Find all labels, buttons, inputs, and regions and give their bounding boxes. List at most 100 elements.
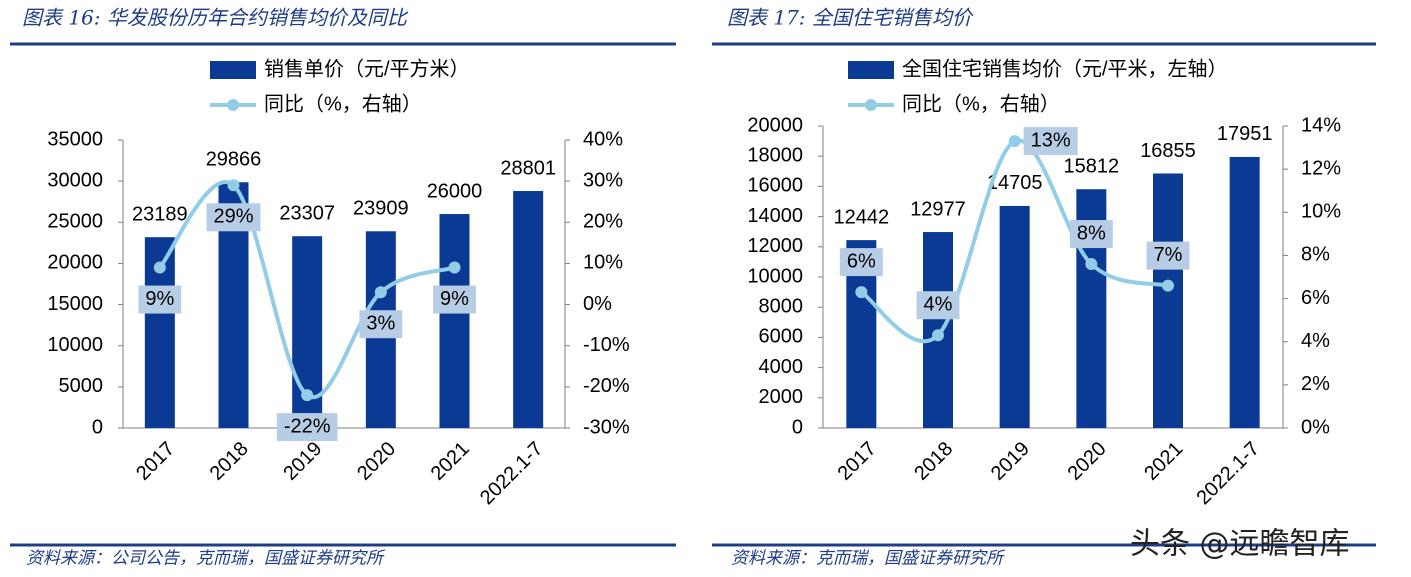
bar-value-label: 23909 [353, 198, 409, 220]
line-value-label-text: 3% [366, 313, 395, 335]
line-value-label: 8% [1069, 220, 1113, 249]
line-point [301, 389, 314, 402]
y-tick-label: 10000 [747, 265, 803, 287]
line-value-label-text: 7% [1154, 244, 1183, 266]
line-value-label: -22% [276, 413, 338, 442]
bar-value-label: 29866 [206, 149, 262, 171]
y2-tick-label: 4% [1301, 330, 1330, 352]
line-value-label-box [359, 310, 403, 339]
line-value-label-box [1069, 220, 1113, 249]
line-point [1008, 135, 1021, 148]
x-tick-label: 2018 [206, 438, 253, 485]
y-tick-label: 2000 [759, 386, 804, 408]
y2-tick-label: 30% [583, 169, 623, 191]
line-value-label: 7% [1146, 241, 1190, 270]
y-tick-label: 4000 [759, 356, 804, 378]
line-value-label-box [206, 203, 261, 232]
source: 资料来源：克而瑞，国盛证券研究所 [731, 549, 1006, 569]
y-tick-label: 18000 [747, 144, 803, 166]
y2-tick-label: -10% [583, 334, 630, 356]
bar-value-label: 14705 [987, 172, 1043, 194]
bar-value-label: 23189 [132, 203, 188, 225]
line-value-label: 3% [359, 310, 403, 339]
line-point [855, 286, 868, 299]
y2-tick-label: 14% [1301, 114, 1341, 136]
line-point [932, 329, 944, 342]
y-tick-label: 30000 [47, 169, 103, 191]
x-tick-label: 2017 [132, 438, 179, 485]
x-tick-label: 2022.1-7 [1193, 438, 1264, 509]
line-value-label-text: 6% [847, 250, 876, 272]
bar-value-label: 15812 [1064, 156, 1120, 178]
x-tick-label: 2019 [279, 438, 326, 485]
y2-tick-label: 12% [1301, 157, 1341, 179]
y-tick-label: 12000 [747, 235, 803, 257]
line-value-label: 6% [839, 248, 883, 277]
line-value-label: 13% [1023, 127, 1078, 156]
bar [1153, 173, 1183, 428]
y-tick-label: 15000 [47, 293, 103, 315]
x-tick-label: 2022.1-7 [476, 438, 547, 509]
x-tick-label: 2021 [427, 438, 474, 485]
bar-value-label: 12977 [910, 198, 966, 220]
line-point [1085, 258, 1098, 271]
legend-swatch [848, 61, 894, 79]
line-point [1162, 279, 1174, 292]
x-tick-label: 2021 [1140, 438, 1187, 485]
line-value-label-text: 9% [145, 288, 174, 310]
y-tick-label: 20000 [47, 252, 103, 274]
legend-label: 全国住宅销售均价（元/平米，左轴） [902, 57, 1228, 80]
x-tick-label: 2020 [353, 438, 400, 485]
line-value-label: 9% [138, 285, 182, 314]
line [158, 180, 456, 400]
line-point [374, 286, 387, 299]
bar-value-label: 16855 [1140, 140, 1196, 162]
x-tick-label: 2017 [834, 438, 881, 485]
legend-marker [865, 99, 877, 111]
bar [1229, 156, 1260, 429]
y-tick-label: 5000 [59, 375, 104, 397]
line-value-label-box [916, 291, 960, 320]
bar [999, 205, 1030, 428]
y-tick-label: 25000 [47, 211, 103, 233]
x-tick-label: 2018 [910, 438, 957, 485]
watermark: 头条 @远瞻智库 [1130, 527, 1350, 562]
y2-tick-label: -20% [583, 375, 630, 397]
bar [513, 191, 544, 428]
y2-tick-label: 10% [1301, 201, 1341, 223]
line-value-label-text: -22% [284, 415, 331, 437]
y-tick-label: 6000 [759, 326, 804, 348]
y2-tick-label: 20% [583, 211, 623, 233]
y-tick-label: 0 [792, 416, 803, 438]
line-value-label-box [433, 285, 476, 314]
x-tick-label: 2019 [987, 438, 1034, 485]
y-tick-label: 16000 [747, 175, 803, 197]
line-value-label-text: 4% [924, 294, 953, 316]
line-value-label-text: 13% [1031, 129, 1071, 151]
legend-swatch [210, 61, 256, 79]
y2-tick-label: -30% [583, 416, 630, 438]
bar-value-label: 28801 [500, 157, 556, 179]
bar-value-label: 12442 [834, 206, 890, 228]
y2-tick-label: 6% [1301, 287, 1330, 309]
line-value-label: 29% [206, 203, 261, 232]
line-point [153, 261, 166, 274]
line-value-label: 4% [916, 291, 960, 320]
bar-value-label: 23307 [279, 202, 335, 224]
chart-title: 图表 16: 华发股份历年合约销售均价及同比 [22, 6, 409, 30]
source: 资料来源：公司公告，克而瑞，国盛证券研究所 [26, 549, 386, 569]
bar [439, 214, 470, 428]
y2-tick-label: 8% [1301, 244, 1330, 266]
line-value-label-box [138, 285, 182, 314]
y2-tick-label: 10% [583, 252, 623, 274]
y2-tick-label: 40% [583, 128, 623, 150]
line-value-label-box [1146, 241, 1190, 270]
legend-marker [227, 99, 239, 111]
line-value-label-box [276, 413, 338, 442]
line-point [227, 179, 240, 192]
legend-label: 销售单价（元/平方米） [264, 57, 470, 80]
line-value-label-text: 9% [440, 288, 469, 310]
legend-label: 同比（%，右轴） [264, 92, 422, 115]
y2-tick-label: 2% [1301, 373, 1330, 395]
